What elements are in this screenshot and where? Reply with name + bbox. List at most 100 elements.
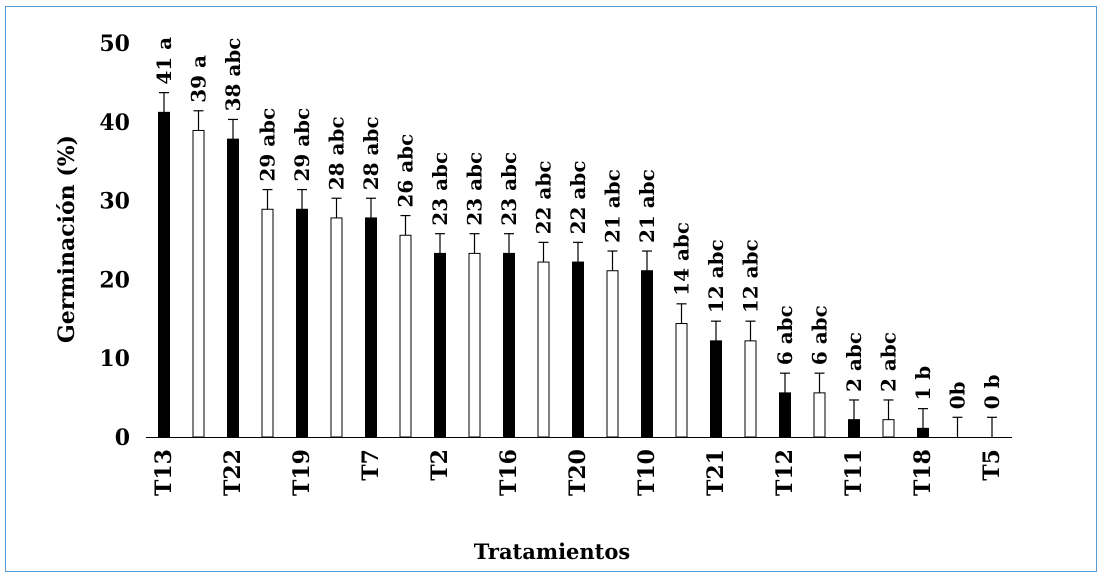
bars-group xyxy=(158,111,929,438)
bar xyxy=(917,427,929,438)
error-bar xyxy=(228,118,238,140)
x-tick-label: T19 xyxy=(289,449,315,496)
error-bar xyxy=(952,416,963,437)
error-bar xyxy=(538,241,549,263)
data-label: 6 abc xyxy=(808,305,832,365)
bar xyxy=(261,208,274,438)
data-label: 14 abc xyxy=(670,222,694,296)
x-tick-label: T18 xyxy=(910,449,936,496)
error-bar xyxy=(297,188,307,210)
error-bar xyxy=(676,303,687,324)
x-tick-label: T22 xyxy=(220,449,246,496)
data-label: 2 abc xyxy=(877,332,901,392)
x-tick-label: T12 xyxy=(772,449,798,496)
x-tick-label: T20 xyxy=(565,449,591,496)
error-bar xyxy=(711,320,721,341)
error-bar xyxy=(400,214,411,236)
y-tick-label: 30 xyxy=(99,189,130,215)
data-label: 23 abc xyxy=(428,152,452,226)
data-label: 23 abc xyxy=(497,152,521,226)
x-tick-label: T7 xyxy=(358,449,384,481)
bar xyxy=(434,252,446,438)
bar-chart: 0 10 20 30 40 50 41 a 39 a 38 abc 29 abc 29 abc 28… xyxy=(54,31,1012,564)
error-bar xyxy=(642,250,652,271)
bar xyxy=(468,252,481,438)
x-tick-label: T10 xyxy=(634,449,660,496)
error-bar xyxy=(331,197,342,218)
bar xyxy=(710,340,722,438)
bar xyxy=(296,208,308,438)
error-bar xyxy=(607,250,618,271)
error-bar xyxy=(780,372,790,393)
y-tick-label: 0 xyxy=(115,425,130,451)
data-label: 0b xyxy=(946,381,970,409)
bar xyxy=(744,340,757,438)
bar xyxy=(330,217,343,438)
y-tick-label: 40 xyxy=(99,110,130,136)
bar xyxy=(848,419,860,438)
data-label: 38 abc xyxy=(221,38,245,112)
error-bar xyxy=(159,92,169,113)
data-label: 6 abc xyxy=(773,305,797,365)
bar xyxy=(158,111,170,438)
y-tick-label: 10 xyxy=(99,346,130,372)
error-bar xyxy=(504,233,514,254)
chart-frame: 0 10 20 30 40 50 41 a 39 a 38 abc 29 abc 29 abc 28… xyxy=(5,6,1097,572)
data-label: 26 abc xyxy=(394,134,418,208)
data-labels-group: 41 a 39 a 38 abc 29 abc 29 abc 28 abc 28 abc 26… xyxy=(152,37,1004,409)
data-label: 21 abc xyxy=(601,169,625,243)
bar xyxy=(641,270,653,438)
bar xyxy=(882,419,895,438)
error-bar xyxy=(883,399,894,420)
x-tick-label: T21 xyxy=(703,449,729,496)
bar xyxy=(813,392,826,438)
data-label: 28 abc xyxy=(325,116,349,190)
error-bar xyxy=(814,372,825,393)
data-label: 29 abc xyxy=(256,108,280,182)
error-bar xyxy=(918,408,928,429)
x-tick-label: T13 xyxy=(151,449,177,496)
bar xyxy=(779,392,791,438)
data-label: 12 abc xyxy=(739,239,763,313)
data-label: 21 abc xyxy=(635,169,659,243)
data-label: 22 abc xyxy=(566,160,590,234)
x-axis-title: Tratamientos xyxy=(474,539,630,564)
x-tick-label: T5 xyxy=(979,449,1005,481)
error-bar xyxy=(262,188,273,210)
bar xyxy=(399,234,412,438)
x-tick-label: T2 xyxy=(427,449,453,481)
data-label: 41 a xyxy=(152,37,176,85)
error-bar xyxy=(745,320,756,341)
bar xyxy=(606,270,619,438)
data-label: 29 abc xyxy=(290,108,314,182)
data-label: 2 abc xyxy=(842,332,866,392)
error-bar xyxy=(849,399,859,420)
error-bar xyxy=(366,197,376,218)
data-label: 12 abc xyxy=(704,239,728,313)
bar xyxy=(365,217,377,438)
bar xyxy=(572,261,584,438)
x-tick-label: T11 xyxy=(841,449,867,496)
data-label: 0 b xyxy=(980,374,1004,409)
y-tick-label: 50 xyxy=(99,31,130,57)
data-label: 28 abc xyxy=(359,116,383,190)
bar xyxy=(192,129,205,438)
error-bar xyxy=(193,110,204,131)
y-axis-title: Germinación (%) xyxy=(54,135,80,343)
data-label: 1 b xyxy=(911,366,935,401)
x-axis-ticks: T13 T22 T19 T7 T2 T16 T20 T10 T21 T12 T11 T18 T5 xyxy=(151,449,1005,496)
bar xyxy=(503,252,515,438)
error-bar xyxy=(573,241,583,263)
y-tick-label: 20 xyxy=(99,267,130,293)
y-axis-ticks: 0 10 20 30 40 50 xyxy=(99,31,130,451)
data-label: 39 a xyxy=(187,55,211,103)
data-label: 22 abc xyxy=(532,160,556,234)
bar xyxy=(227,138,239,438)
error-bars-group xyxy=(159,92,997,437)
error-bar xyxy=(987,416,997,437)
error-bar xyxy=(435,233,445,254)
bar xyxy=(675,323,688,438)
data-label: 23 abc xyxy=(463,152,487,226)
bar xyxy=(537,261,550,438)
x-tick-label: T16 xyxy=(496,449,522,496)
